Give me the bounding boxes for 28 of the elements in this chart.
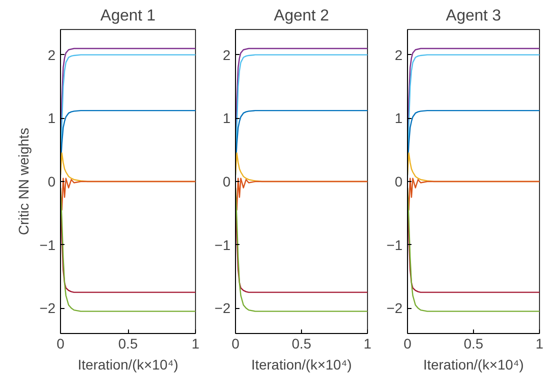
y-tick-label: 2 xyxy=(48,46,56,63)
x-tick-label: 0.5 xyxy=(464,336,484,352)
y-tick-label: −2 xyxy=(40,300,56,316)
y-tick-label: −1 xyxy=(386,236,403,253)
y-axis-title: Critic NN weights xyxy=(16,128,32,236)
y-tick-label: 0 xyxy=(48,174,56,190)
y-tick-label: 0 xyxy=(394,174,403,190)
y-tick-label: −1 xyxy=(214,236,231,253)
x-tick-label: 0.5 xyxy=(292,336,312,352)
x-tick-label: 1 xyxy=(364,336,372,352)
x-axis-title: Iteration/(k×10⁴) xyxy=(78,356,178,372)
x-axis-title: Iteration/(k×10⁴) xyxy=(251,356,352,372)
y-tick-label: 1 xyxy=(222,110,231,126)
x-axis-title: Iteration/(k×10⁴) xyxy=(423,356,524,372)
x-tick-label: 1 xyxy=(536,336,544,352)
y-tick-label: 1 xyxy=(394,110,403,126)
chart-title: Agent 1 xyxy=(100,8,156,24)
x-tick-label: 0.5 xyxy=(118,336,138,352)
y-tick-label: −2 xyxy=(386,300,403,316)
x-tick-label: 1 xyxy=(192,336,200,352)
chart-title: Agent 2 xyxy=(274,8,330,24)
y-tick-label: 2 xyxy=(394,46,403,63)
y-tick-label: −1 xyxy=(40,236,56,253)
y-tick-label: −2 xyxy=(214,300,231,316)
y-tick-label: 2 xyxy=(222,46,231,63)
y-tick-label: 0 xyxy=(222,174,231,190)
y-tick-label: 1 xyxy=(48,110,56,126)
chart-title: Agent 3 xyxy=(446,8,502,24)
